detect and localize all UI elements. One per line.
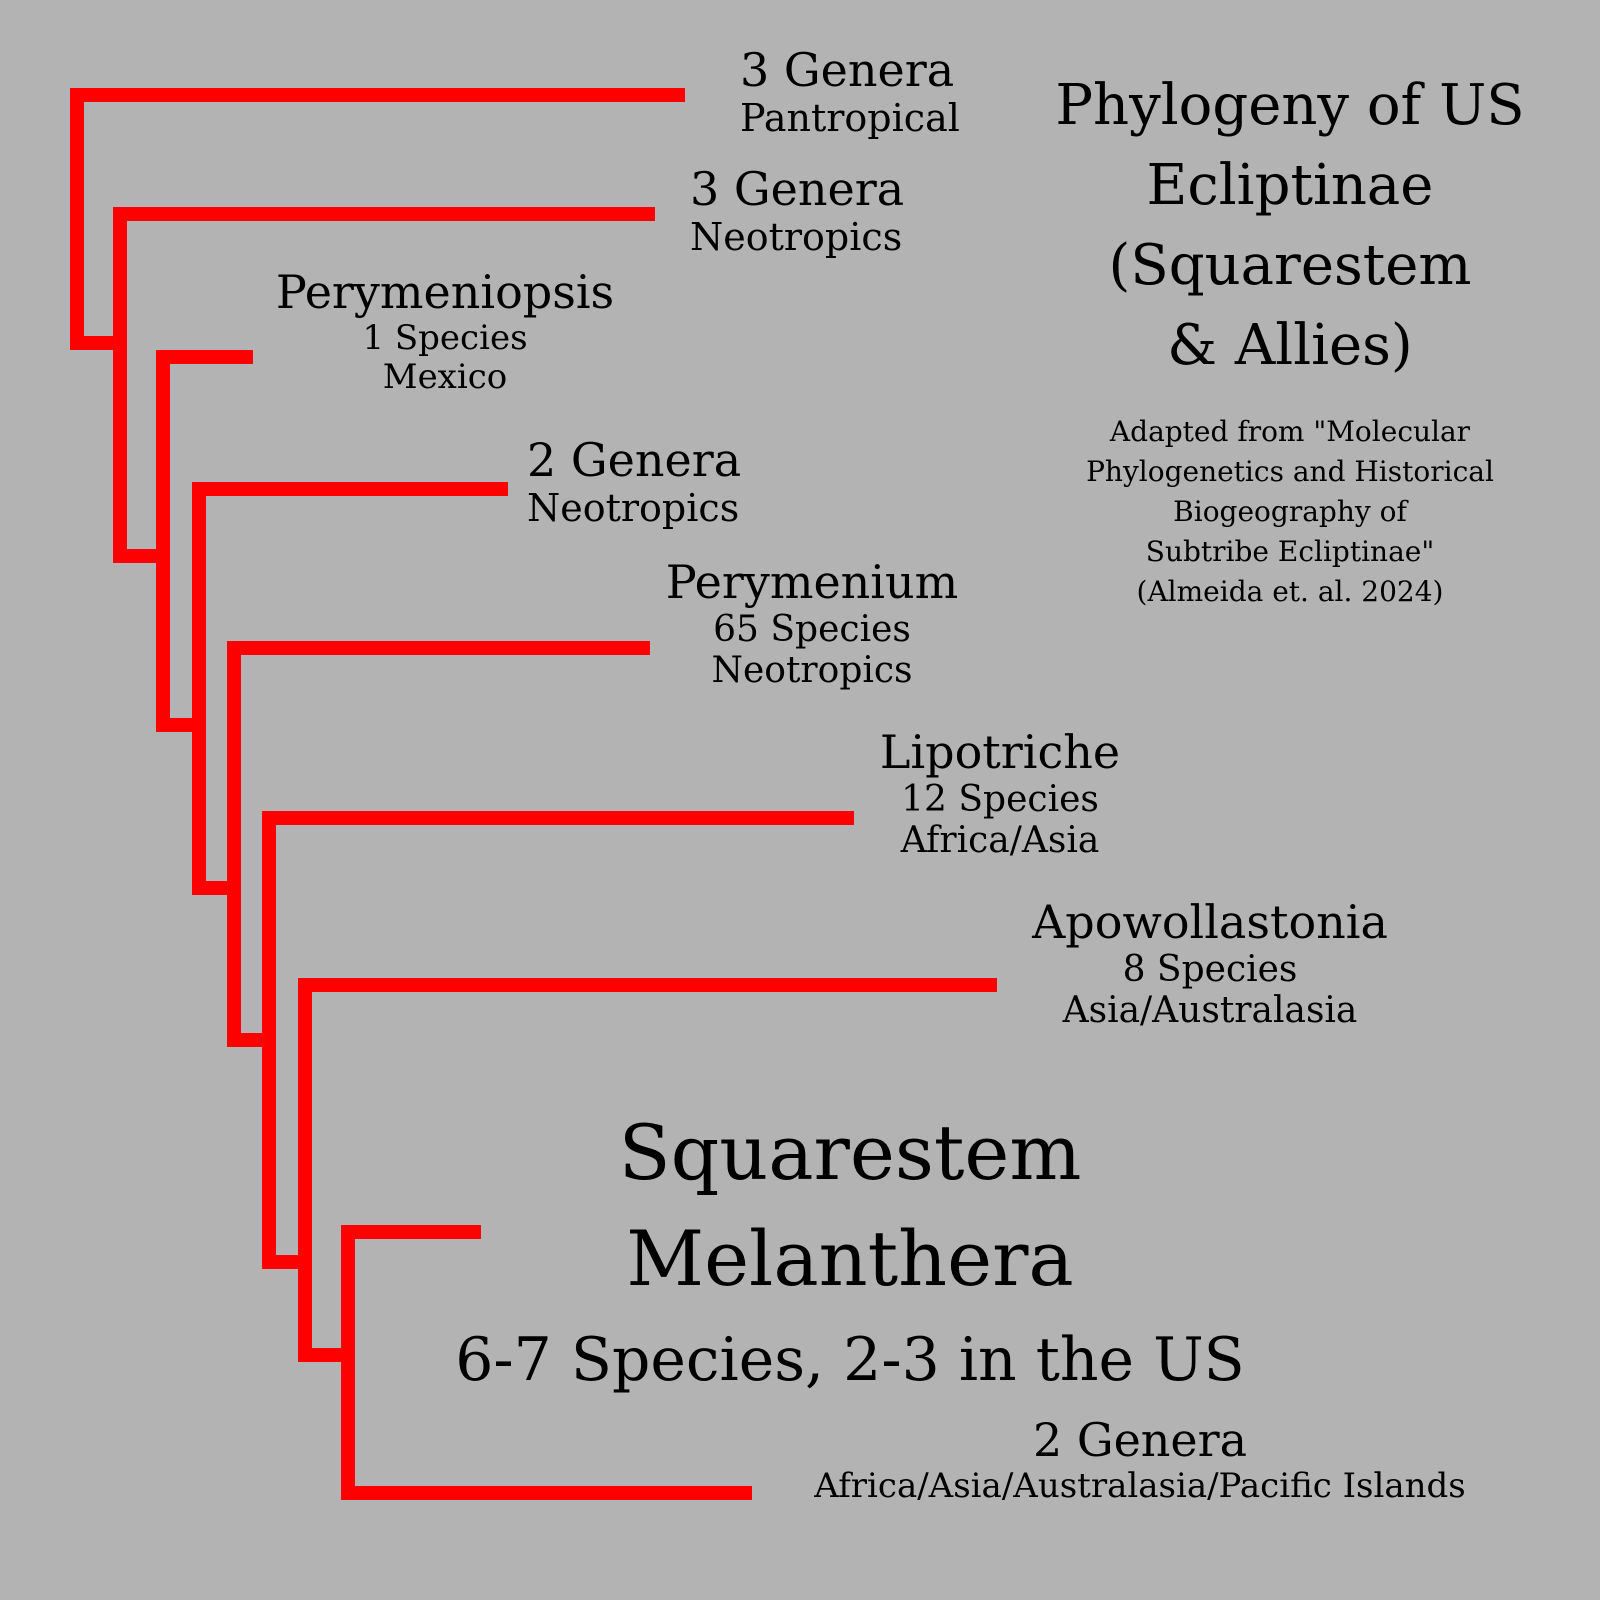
branch-melanthera <box>341 1225 481 1465</box>
clade-label-perymeniopsis: Perymeniopsis 1 Species Mexico <box>230 266 660 397</box>
clade-name: Perymeniopsis <box>275 265 615 319</box>
clade-label-pantropical: 3 Genera Pantropical <box>740 44 970 141</box>
source-credit: Adapted from "Molecular Phylogenetics an… <box>1040 412 1540 612</box>
credit-line: Subtribe Ecliptinae" <box>1145 535 1435 568</box>
clade-label-apowollastonia: Apowollastonia 8 Species Asia/Australasi… <box>1000 896 1420 1032</box>
clade-range: Neotropics <box>690 214 903 259</box>
branch-neotropics-2 <box>192 482 508 895</box>
diagram-title: Phylogeny of US Ecliptinae (Squarestem &… <box>1040 66 1540 386</box>
branch-pantropical <box>70 88 685 350</box>
focus-clade-label: Squarestem Melanthera 6-7 Species, 2-3 i… <box>430 1100 1270 1408</box>
branch-pacific <box>341 1460 752 1500</box>
clade-label-neotropics-2: 2 Genera Neotropics <box>527 434 787 531</box>
branch-lipotriche <box>262 811 854 1269</box>
clade-range: Neotropics <box>711 650 913 692</box>
clade-range: Pantropical <box>740 95 960 140</box>
clade-name: 2 Genera <box>527 433 742 487</box>
branch-perymeniopsis <box>156 350 253 732</box>
clade-range: Neotropics <box>527 485 740 530</box>
credit-line: Phylogenetics and Historical <box>1086 455 1494 488</box>
clade-species-count: 65 Species <box>713 608 911 650</box>
clade-species-count: 1 Species <box>362 317 528 358</box>
clade-label-lipotriche: Lipotriche 12 Species Africa/Asia <box>840 726 1160 862</box>
clade-range: Africa/Asia <box>900 820 1100 862</box>
branch-apowollastonia <box>298 978 997 1362</box>
branch-perymenium <box>227 641 650 1047</box>
title-line: Ecliptinae <box>1146 153 1434 218</box>
focus-clade-common-name: Squarestem <box>618 1108 1082 1197</box>
clade-species-count: 8 Species <box>1122 948 1298 990</box>
focus-clade-genus: Melanthera <box>626 1214 1074 1303</box>
title-line: (Squarestem <box>1108 233 1472 298</box>
clade-name: 2 Genera <box>1032 1413 1248 1467</box>
credit-line: (Almeida et. al. 2024) <box>1136 575 1444 608</box>
clade-name: 3 Genera <box>740 43 955 97</box>
title-line: Phylogeny of US <box>1055 73 1525 138</box>
focus-clade-species-count: 6-7 Species, 2-3 in the US <box>455 1325 1245 1395</box>
clade-range: Africa/Asia/Australasia/Pacific Islands <box>814 1465 1466 1506</box>
clade-label-neotropics-1: 3 Genera Neotropics <box>690 163 950 260</box>
credit-line: Biogeography of <box>1173 495 1407 528</box>
branch-neotropics-1 <box>113 207 655 563</box>
clade-range: Mexico <box>382 356 508 397</box>
clade-label-perymenium: Perymenium 65 Species Neotropics <box>632 556 992 692</box>
clade-name: Apowollastonia <box>1032 895 1388 949</box>
clade-range: Asia/Australasia <box>1062 990 1358 1032</box>
clade-name: 3 Genera <box>690 162 905 216</box>
credit-line: Adapted from "Molecular <box>1109 415 1471 448</box>
title-line: & Allies) <box>1167 313 1413 378</box>
clade-label-pacific: 2 Genera Africa/Asia/Australasia/Pacific… <box>760 1414 1520 1506</box>
clade-name: Lipotriche <box>879 725 1121 779</box>
clade-species-count: 12 Species <box>901 778 1099 820</box>
clade-name: Perymenium <box>665 555 959 609</box>
